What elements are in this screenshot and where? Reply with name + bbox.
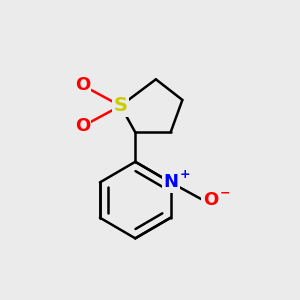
Text: −: − [220, 186, 230, 199]
Text: S: S [114, 96, 128, 115]
Text: O: O [75, 117, 90, 135]
Text: N: N [163, 173, 178, 191]
Text: +: + [179, 168, 190, 181]
Text: O: O [75, 76, 90, 94]
Text: O: O [203, 191, 218, 209]
